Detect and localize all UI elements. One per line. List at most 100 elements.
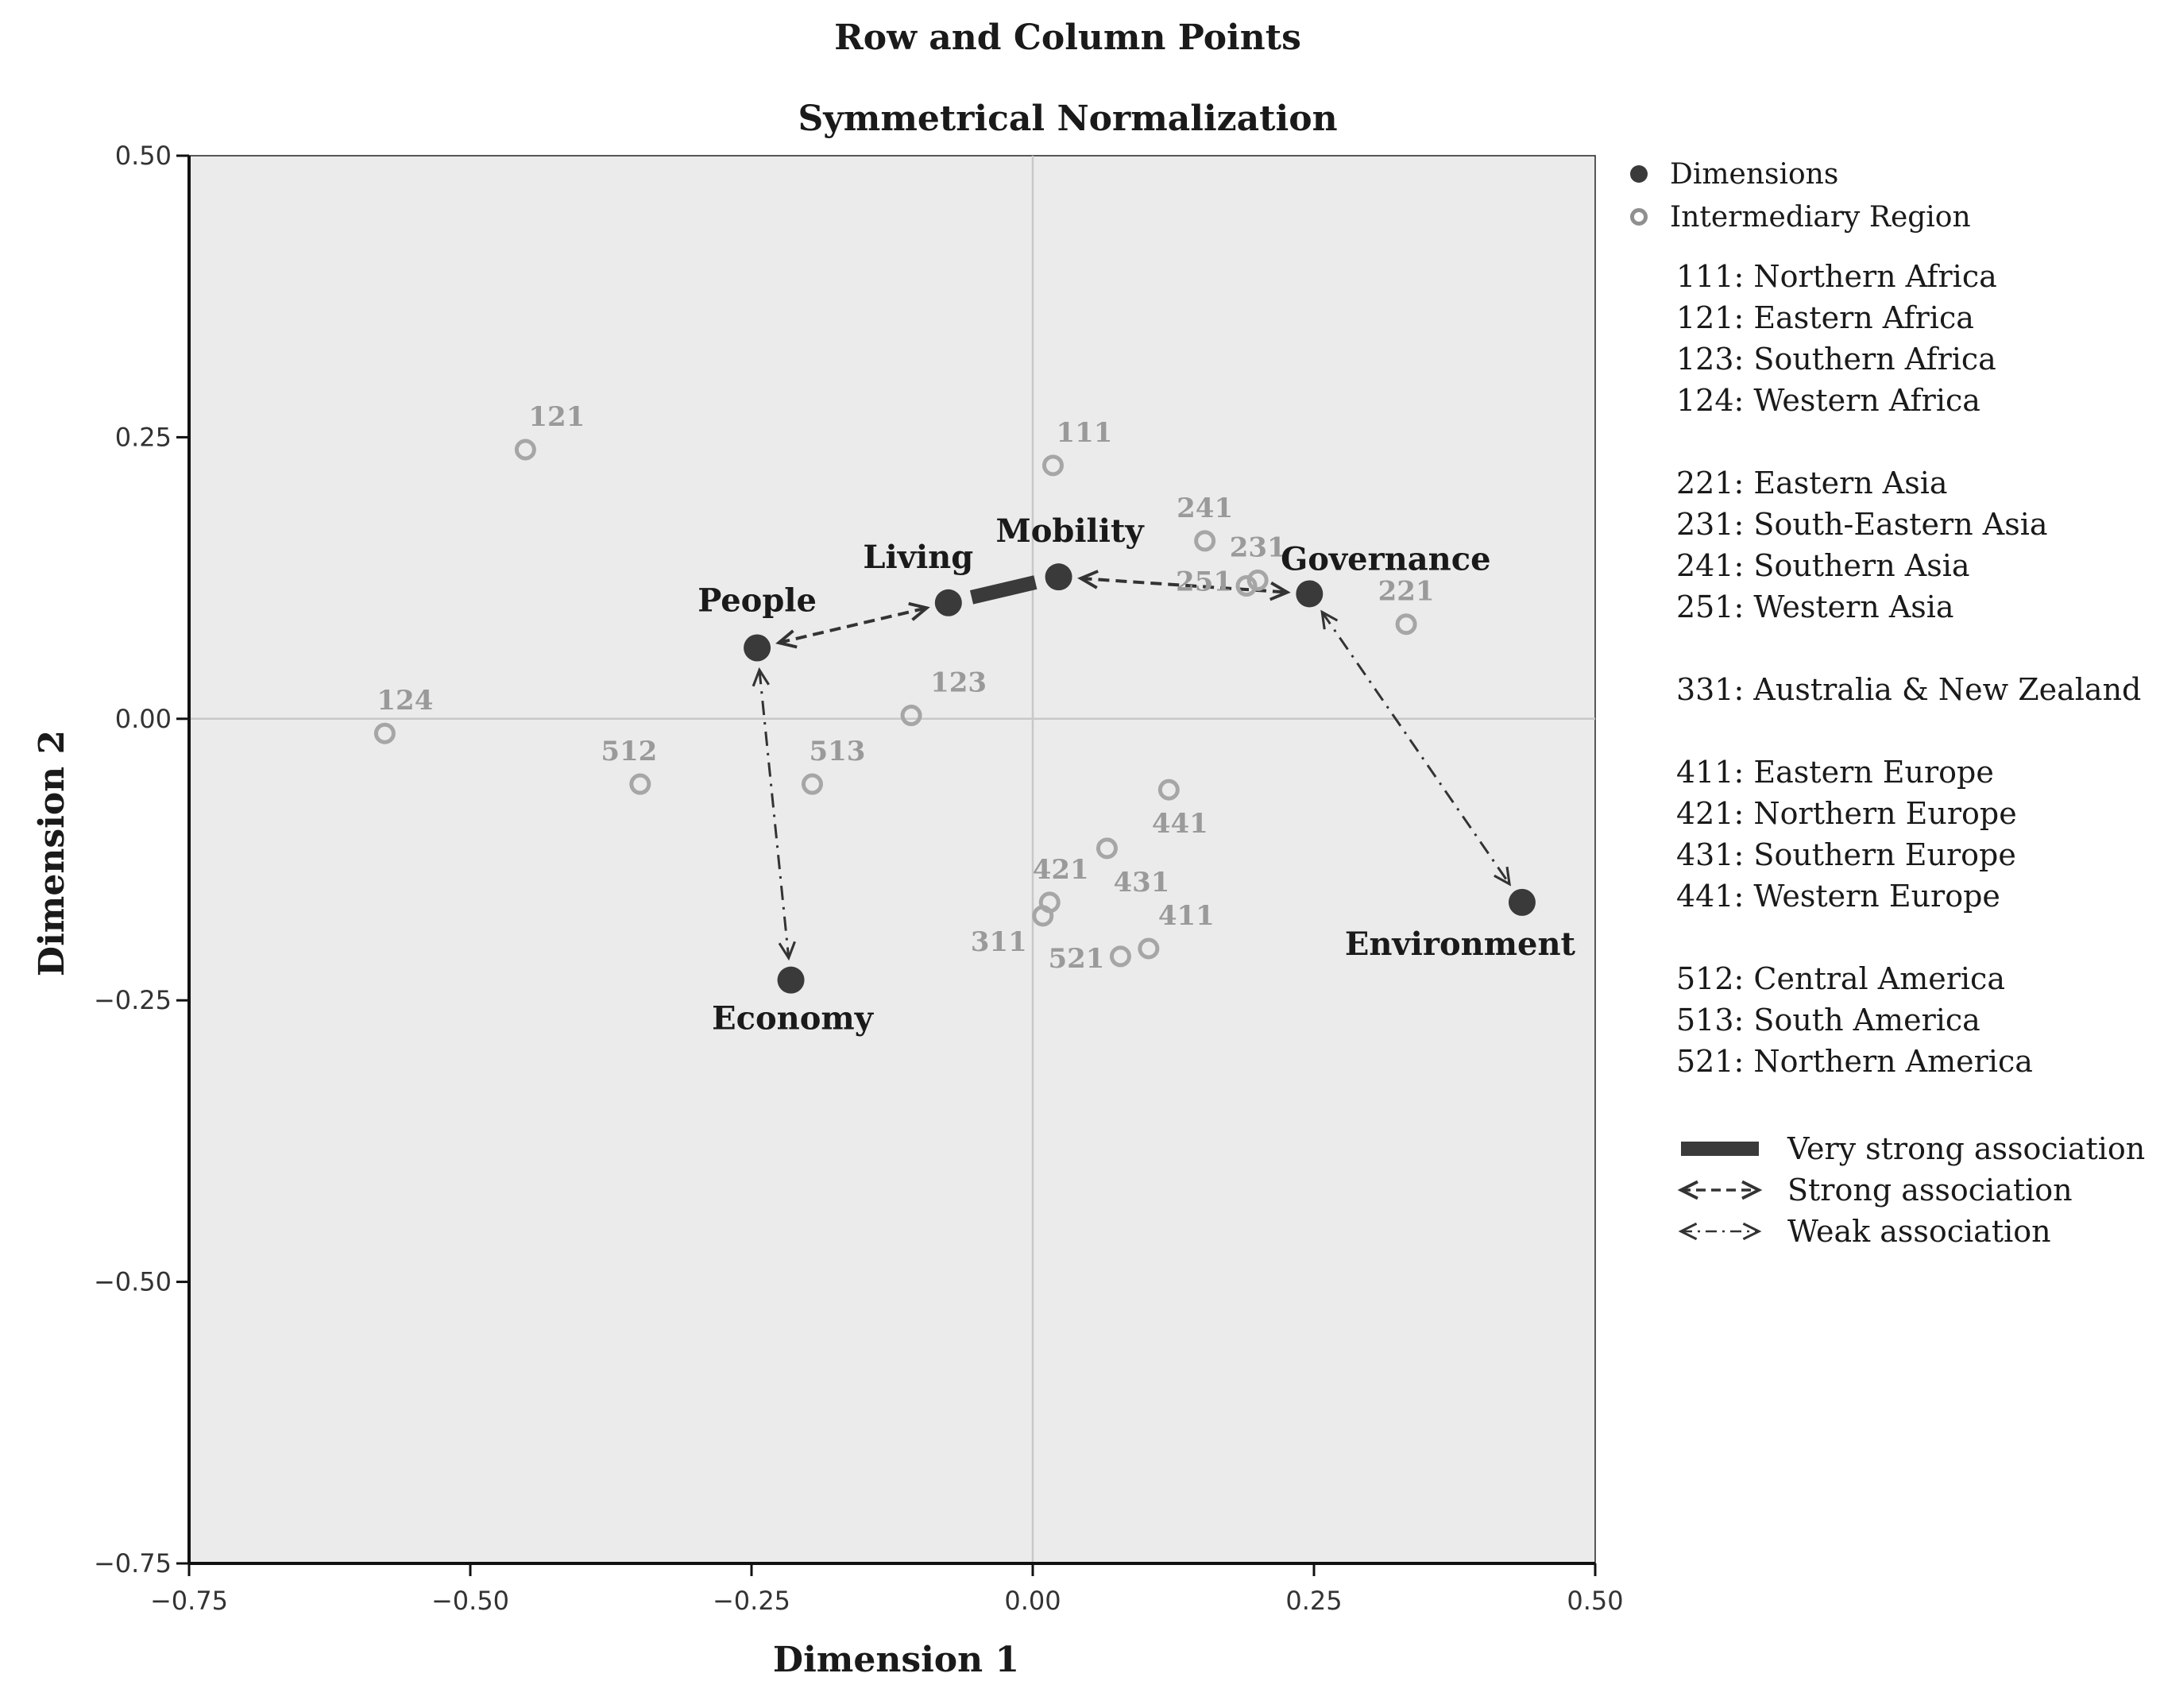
dimension-label-governance: Governance [1281, 540, 1491, 578]
dimension-point-living [934, 589, 962, 616]
series-legend: Dimensions Intermediary Region [1630, 153, 2154, 238]
region-point-251 [1235, 575, 1258, 597]
region-label-251: 251 [1176, 566, 1232, 598]
region-label-311: 311 [971, 926, 1027, 958]
region-point-311 [1032, 905, 1054, 927]
region-code-item: 111: Northern Africa [1676, 259, 1997, 294]
region-code-item: 123: Southern Africa [1676, 342, 1996, 377]
region-point-111 [1041, 454, 1064, 477]
region-code-list: 111: Northern Africa 121: Eastern Africa… [1630, 256, 2154, 1082]
link-governance-environment [1320, 609, 1512, 887]
region-code-item: 521: Northern America [1676, 1044, 2033, 1079]
region-code-item: 241: Southern Asia [1676, 548, 1970, 583]
region-point-512 [629, 773, 651, 795]
region-point-123 [900, 705, 922, 727]
dimension-label-mobility: Mobility [995, 512, 1145, 550]
region-point-221 [1395, 613, 1417, 636]
region-label-431: 431 [1113, 867, 1169, 898]
y-axis-label: Dimension 2 [32, 730, 72, 976]
dimension-point-economy [777, 966, 805, 994]
y-tick-label: 0.50 [115, 141, 172, 171]
region-point-231 [1246, 569, 1269, 591]
dimension-point-mobility [1045, 563, 1072, 591]
region-code-item: 421: Northern Europe [1676, 796, 2017, 831]
dimension-point-governance [1296, 580, 1324, 608]
dimension-label-environment: Environment [1345, 925, 1576, 963]
region-code-item: 331: Australia & New Zealand [1676, 672, 2142, 707]
chart-title: Row and Column Points [834, 17, 1301, 58]
region-point-513 [801, 773, 823, 795]
dimension-label-people: People [698, 582, 817, 619]
region-code-item: 512: Central America [1676, 961, 2005, 996]
y-tick-label: −0.50 [94, 1267, 172, 1297]
chart-subtitle: Symmetrical Normalization [798, 99, 1337, 139]
link-people-living [775, 601, 930, 649]
filled-circle-icon [1630, 165, 1648, 183]
region-code-item: 124: Western Africa [1676, 383, 1980, 418]
x-axis-label: Dimension 1 [773, 1640, 1019, 1680]
region-point-241 [1194, 530, 1216, 552]
region-point-121 [514, 439, 536, 461]
legend-label: Intermediary Region [1670, 200, 1971, 234]
region-group-asia: 221: Eastern Asia 231: South-Eastern Asi… [1676, 462, 2154, 628]
region-label-521: 521 [1048, 943, 1104, 975]
region-label-221: 221 [1378, 576, 1435, 608]
association-label: Weak association [1787, 1214, 2051, 1249]
y-tick-label: −0.75 [94, 1548, 172, 1579]
region-point-411 [1138, 937, 1160, 960]
region-code-item: 221: Eastern Asia [1676, 466, 1948, 500]
dashed-double-arrow-icon [1677, 1180, 1763, 1200]
region-label-441: 441 [1152, 808, 1208, 840]
region-code-item: 411: Eastern Europe [1676, 755, 1994, 790]
region-code-item: 121: Eastern Africa [1676, 300, 1974, 335]
region-point-521 [1109, 945, 1131, 968]
data-points [373, 439, 1536, 994]
legend-strong-association: Strong association [1676, 1169, 2154, 1211]
legend-very-strong-association: Very strong association [1676, 1128, 2154, 1169]
thick-solid-line-icon [1681, 1142, 1759, 1156]
region-label-124: 124 [377, 685, 433, 717]
legend: Dimensions Intermediary Region 111: Nort… [1630, 153, 2154, 1252]
region-label-111: 111 [1056, 417, 1112, 449]
link-living-mobility [969, 575, 1038, 605]
dashdot-double-arrow-icon [1678, 1222, 1762, 1241]
dimension-point-environment [1508, 888, 1536, 916]
region-group-americas: 512: Central America 513: South America … [1676, 958, 2154, 1082]
region-code-item: 513: South America [1676, 1003, 1980, 1038]
region-label-123: 123 [930, 667, 987, 699]
region-group-europe: 411: Eastern Europe 421: Northern Europe… [1676, 752, 2154, 917]
association-label: Strong association [1787, 1173, 2073, 1208]
region-group-africa: 111: Northern Africa 121: Eastern Africa… [1676, 256, 2154, 421]
y-tick-label: 0.25 [115, 422, 172, 452]
region-label-512: 512 [601, 736, 657, 767]
legend-item-intermediary-region: Intermediary Region [1630, 195, 2154, 238]
axes: −0.75 −0.50 −0.25 0.00 0.25 0.50 −0.75 −0.50 −0.… [94, 141, 1624, 1616]
region-code-item: 251: Western Asia [1676, 589, 1954, 624]
y-tick-label: −0.25 [94, 985, 172, 1015]
region-label-241: 241 [1177, 493, 1233, 524]
region-group-oceania: 331: Australia & New Zealand [1676, 669, 2154, 710]
legend-item-dimensions: Dimensions [1630, 153, 2154, 195]
region-code-item: 231: South-Eastern Asia [1676, 507, 2048, 542]
hollow-circle-icon [1630, 208, 1648, 226]
dimension-label-living: Living [863, 539, 973, 576]
dimension-label-economy: Economy [712, 1000, 875, 1038]
region-code-item: 441: Western Europe [1676, 879, 2000, 914]
region-code-item: 431: Southern Europe [1676, 837, 2016, 872]
region-point-431 [1096, 837, 1118, 860]
x-tick-label: −0.50 [431, 1586, 509, 1616]
x-tick-label: −0.75 [150, 1586, 228, 1616]
region-point-124 [373, 722, 396, 744]
legend-weak-association: Weak association [1676, 1211, 2154, 1252]
dimension-point-people [744, 634, 771, 662]
legend-label: Dimensions [1670, 157, 1839, 191]
x-tick-label: −0.25 [713, 1586, 790, 1616]
region-label-513: 513 [809, 736, 865, 767]
x-tick-label: 0.00 [1004, 1586, 1061, 1616]
association-legend: Very strong association Strong associati… [1630, 1128, 2154, 1252]
association-links [752, 570, 1512, 961]
region-label-231: 231 [1230, 531, 1286, 563]
y-tick-label: 0.00 [115, 704, 172, 734]
